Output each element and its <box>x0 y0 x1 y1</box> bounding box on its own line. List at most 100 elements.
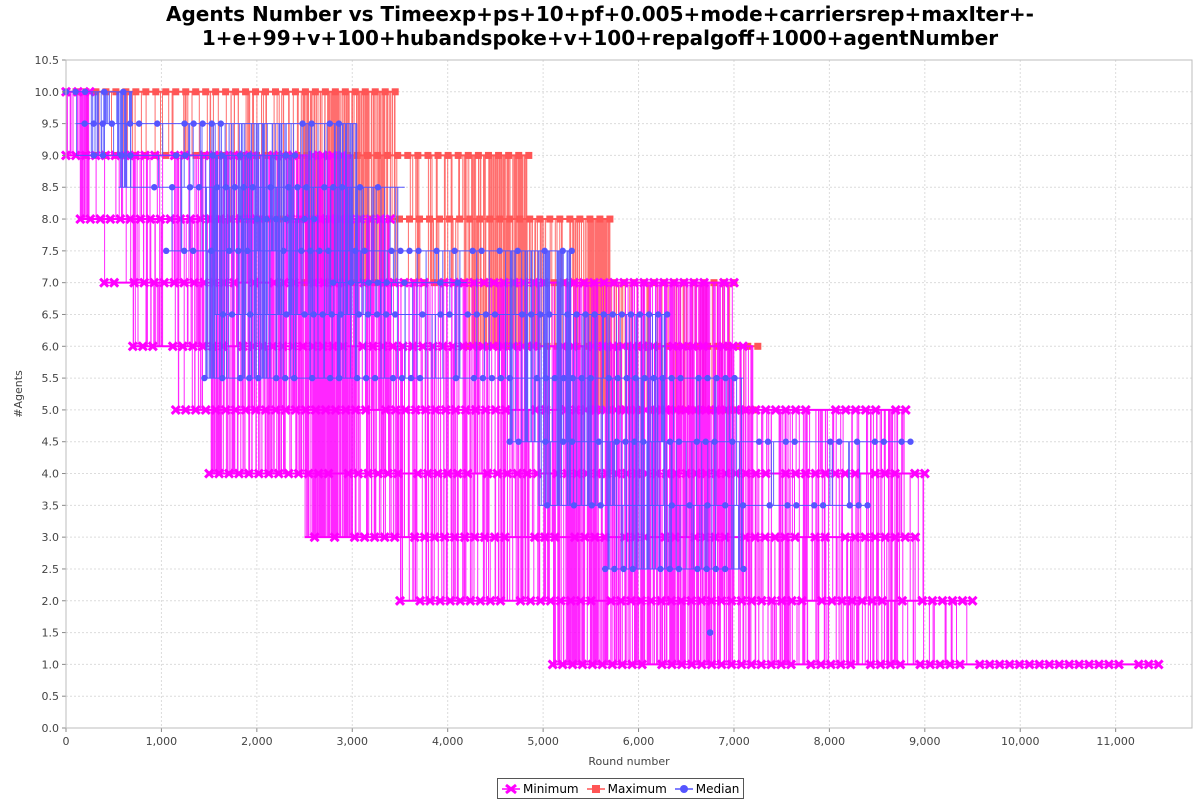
median-point <box>335 120 343 127</box>
median-point <box>907 438 914 445</box>
median-point <box>587 374 594 382</box>
maximum-point <box>162 88 170 96</box>
median-point <box>347 279 355 286</box>
minimum-point <box>445 595 456 606</box>
minimum-point <box>382 468 394 479</box>
minimum-point <box>307 150 318 161</box>
median-point <box>213 184 221 191</box>
median-point <box>436 279 444 286</box>
minimum-point <box>845 659 856 670</box>
maximum-point <box>384 151 392 159</box>
median-point <box>564 311 571 318</box>
median-point <box>686 502 693 509</box>
median-point <box>355 311 363 318</box>
minimum-point <box>696 595 707 606</box>
minimum-point <box>889 468 901 479</box>
median-point <box>280 247 287 255</box>
x-tick-label: 3,000 <box>337 735 369 748</box>
minimum-point <box>387 341 398 352</box>
maximum-point <box>596 215 604 223</box>
median-point <box>326 120 334 127</box>
maximum-point <box>182 88 190 96</box>
median-point <box>542 438 549 445</box>
minimum-point <box>490 404 501 415</box>
maximum-point <box>132 88 140 96</box>
minimum-point <box>180 404 191 415</box>
median-point <box>666 565 673 573</box>
minimum-point <box>297 341 308 352</box>
median-point <box>338 184 346 191</box>
minimum-point <box>329 532 340 543</box>
minimum-point <box>780 532 791 543</box>
median-point <box>591 311 598 318</box>
y-tick-label: 3.0 <box>42 531 60 544</box>
chart-title-line-2: 1+e+99+v+100+hubandspoke+v+100+repalgoff… <box>201 26 999 50</box>
minimum-point <box>317 150 328 161</box>
minimum-point <box>618 277 630 288</box>
minimum-point <box>309 532 320 543</box>
minimum-point <box>99 277 110 288</box>
minimum-point <box>283 468 294 479</box>
median-point <box>488 374 496 382</box>
median-point <box>272 215 280 223</box>
x-axis-label: Round number <box>588 755 670 768</box>
minimum-point <box>135 213 146 225</box>
minimum-point <box>340 404 351 415</box>
median-point <box>373 311 381 318</box>
minimum-point <box>313 468 324 479</box>
maximum-point <box>281 88 289 96</box>
median-point <box>382 311 390 318</box>
median-point <box>392 311 399 318</box>
minimum-point <box>780 404 791 415</box>
minimum-point <box>756 595 767 606</box>
minimum-point <box>430 404 441 415</box>
median-point <box>255 374 262 382</box>
minimum-point <box>637 341 649 352</box>
minimum-point <box>377 341 388 352</box>
median-point <box>100 88 108 96</box>
maximum-point <box>606 215 614 223</box>
median-point <box>401 279 408 286</box>
median-point <box>240 184 247 191</box>
median-point <box>533 374 541 382</box>
median-point <box>527 311 535 318</box>
median-point <box>72 88 79 96</box>
minimum-point <box>730 468 742 479</box>
median-point <box>871 438 879 445</box>
minimum-point <box>320 404 331 415</box>
median-point <box>219 311 227 318</box>
maximum-point <box>515 151 523 159</box>
series-layer <box>60 86 1164 670</box>
axis-layer: 0 1,000 2,000 3,000 4,000 5,000 6,000 7,000 8,00… <box>35 54 1193 748</box>
minimum-point <box>525 595 536 606</box>
minimum-point <box>856 595 868 606</box>
median-point <box>641 374 648 382</box>
minimum-point <box>727 341 739 352</box>
median-point <box>782 438 790 445</box>
y-tick-label: 0.0 <box>42 722 60 735</box>
maximum-point <box>754 342 762 350</box>
minimum-point <box>700 404 711 415</box>
median-point <box>282 374 289 382</box>
median-point <box>291 374 298 382</box>
minimum-point <box>1084 659 1095 670</box>
x-tick-label: 5,000 <box>527 735 559 748</box>
minimum-point <box>450 404 461 415</box>
maximum-point <box>361 88 369 96</box>
median-point <box>201 374 208 382</box>
median-point <box>219 374 226 382</box>
median-point <box>365 279 373 286</box>
minimum-point <box>786 659 797 670</box>
median-point <box>231 184 238 191</box>
series-median <box>62 88 914 636</box>
minimum-point <box>1113 659 1124 670</box>
legend-minimum-icon <box>502 783 520 794</box>
minimum-point <box>389 532 400 543</box>
median-point <box>337 311 345 318</box>
minimum-point <box>736 595 747 606</box>
minimum-point <box>927 595 938 606</box>
median-point <box>181 120 188 127</box>
minimum-point <box>349 532 360 543</box>
minimum-point <box>515 595 526 606</box>
